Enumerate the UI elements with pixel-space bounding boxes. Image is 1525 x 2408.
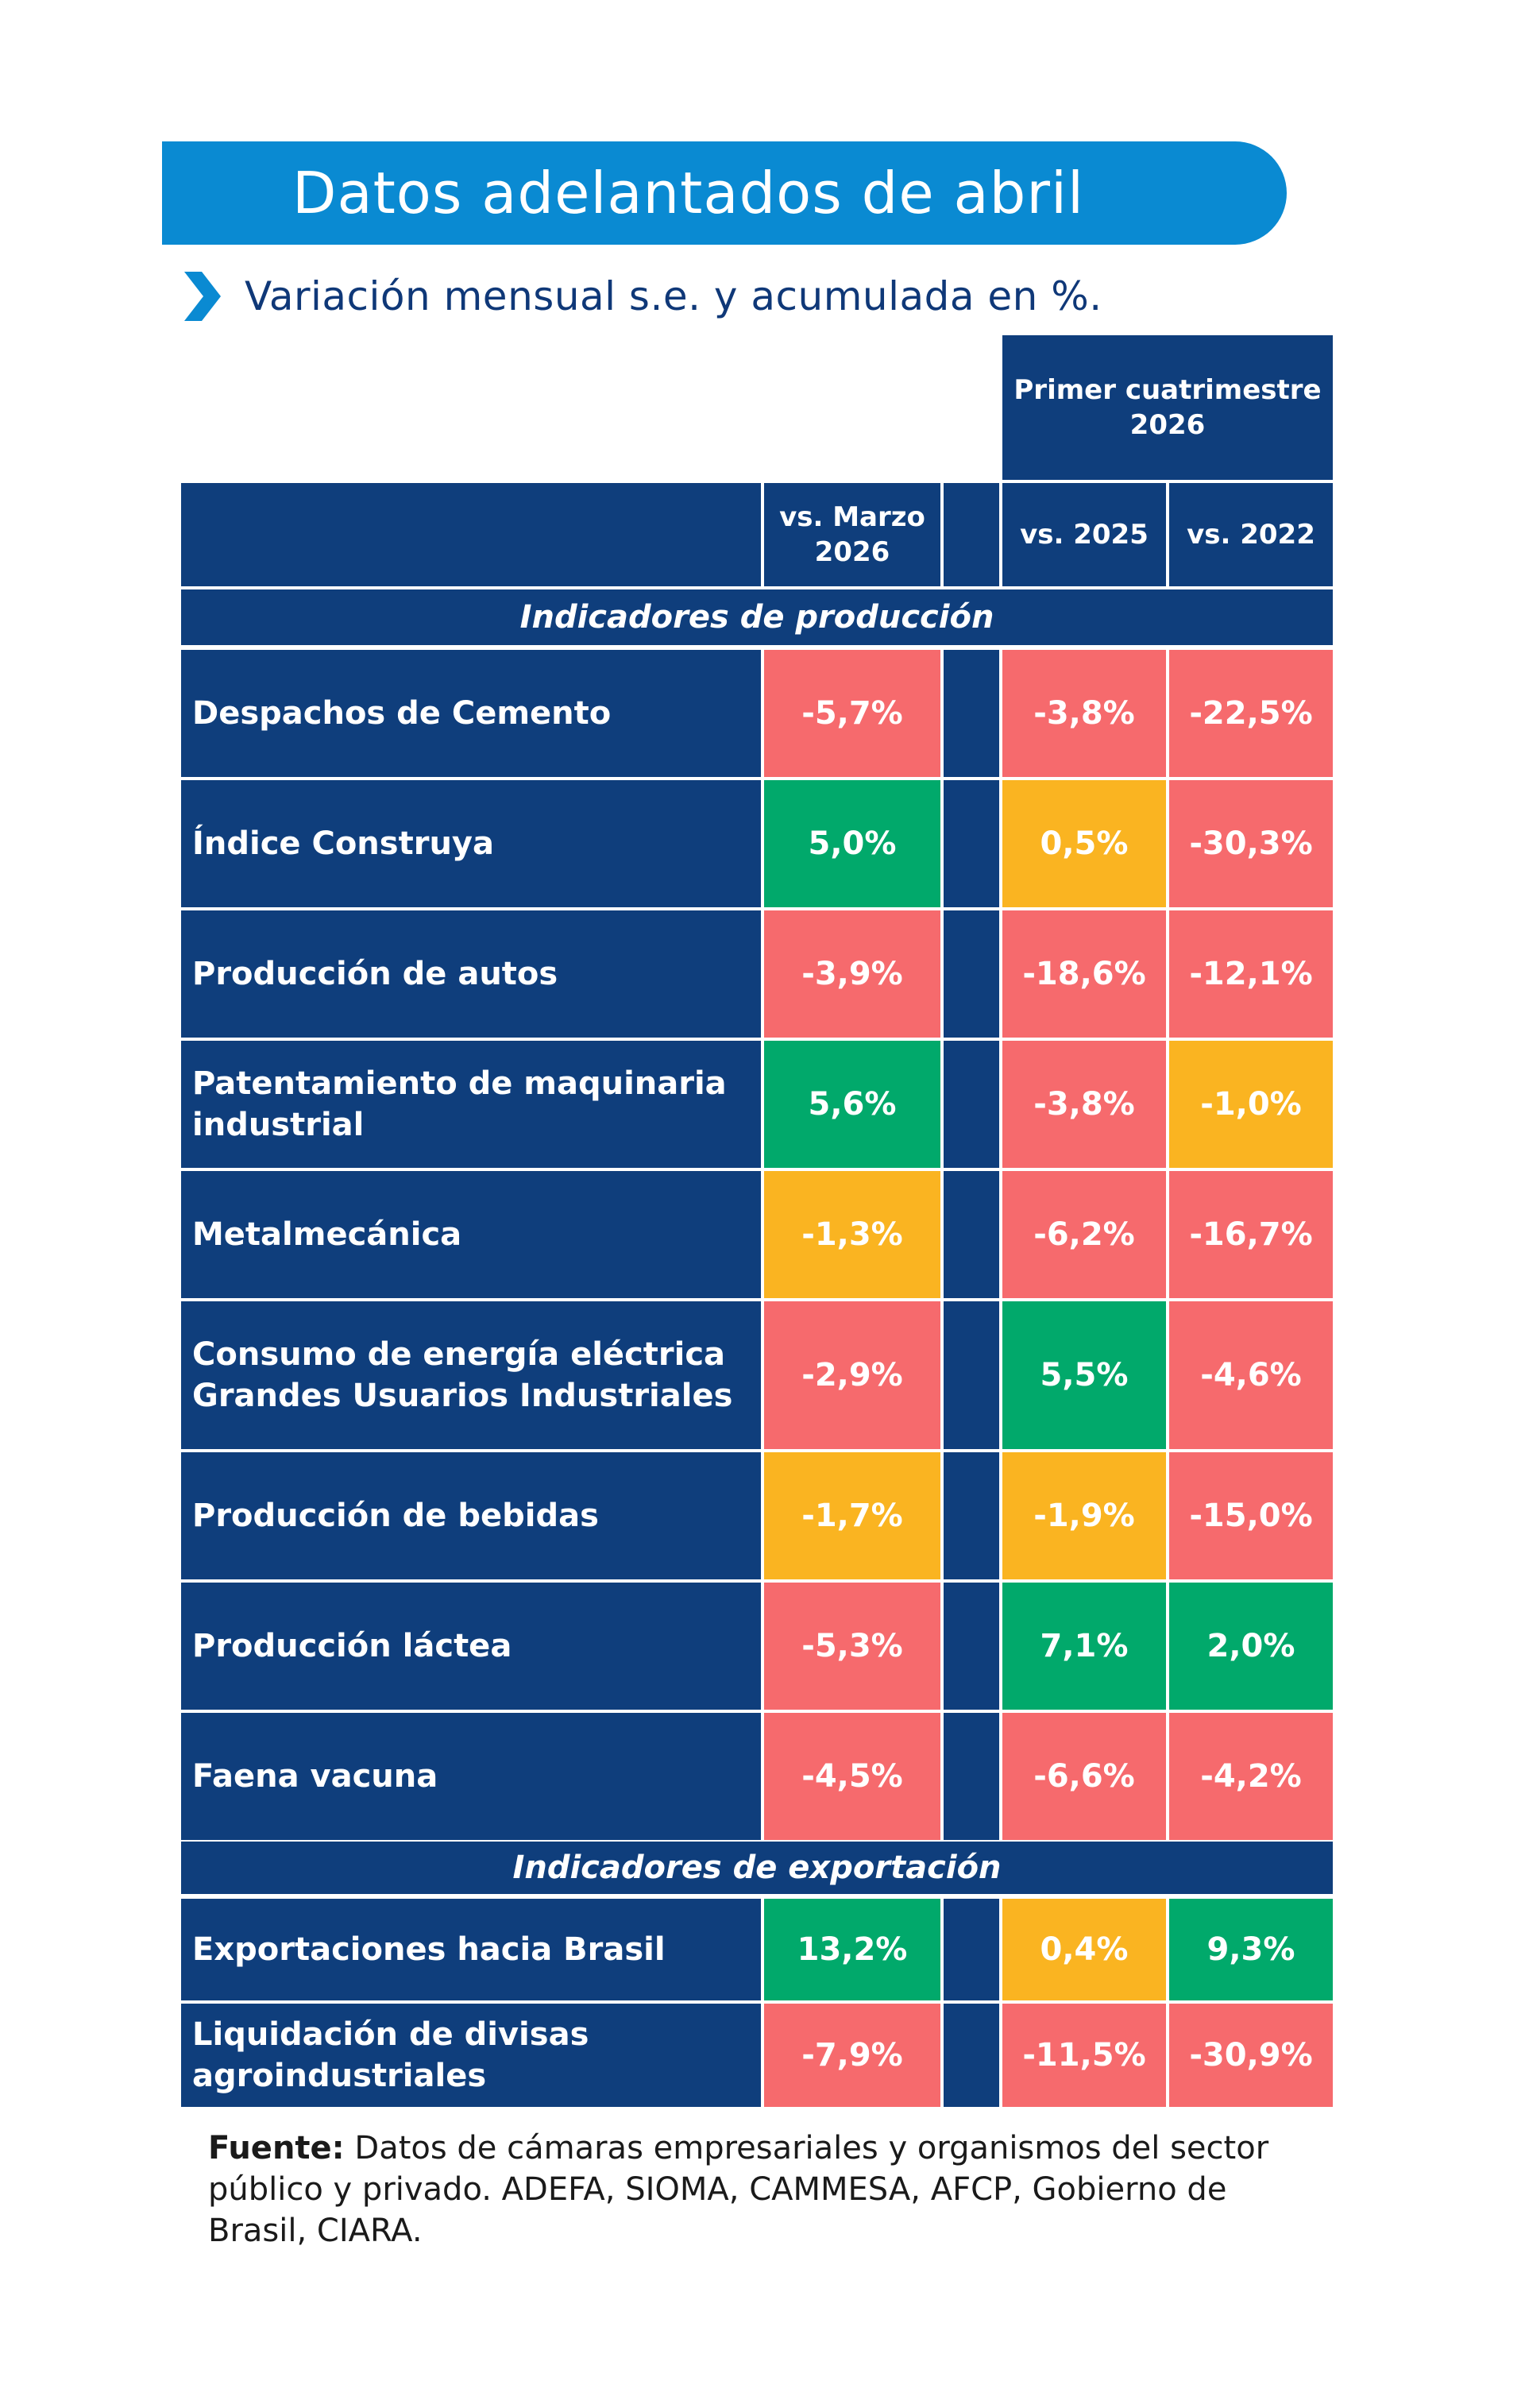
value-cell: -4,6% bbox=[1169, 1301, 1333, 1449]
column-header: vs. 2025 bbox=[1002, 483, 1166, 586]
value-cell: 5,6% bbox=[764, 1041, 940, 1168]
value-cell: -18,6% bbox=[1002, 910, 1166, 1038]
value-cell: -2,9% bbox=[764, 1301, 940, 1449]
chevron-right-icon bbox=[184, 272, 221, 321]
group-header: Primer cuatrimestre 2026 bbox=[1002, 335, 1333, 480]
value-cell: -3,9% bbox=[764, 910, 940, 1038]
subtitle: Variación mensual s.e. y acumulada en %. bbox=[245, 273, 1102, 319]
spacer-cell bbox=[944, 650, 999, 777]
section-header: Indicadores de producción bbox=[181, 589, 1333, 645]
spacer-cell bbox=[944, 780, 999, 907]
source-label: Fuente: bbox=[208, 2130, 345, 2166]
source-text: Datos de cámaras empresariales y organis… bbox=[208, 2130, 1269, 2249]
spacer-cell bbox=[944, 1301, 999, 1449]
value-cell: 5,0% bbox=[764, 780, 940, 907]
value-cell: 9,3% bbox=[1169, 1899, 1333, 2000]
row-label: Faena vacuna bbox=[181, 1713, 761, 1840]
value-cell: -5,7% bbox=[764, 650, 940, 777]
value-cell: 0,5% bbox=[1002, 780, 1166, 907]
value-cell: -16,7% bbox=[1169, 1171, 1333, 1298]
value-cell: -3,8% bbox=[1002, 1041, 1166, 1168]
row-label: Patentamiento de maquinaria industrial bbox=[181, 1041, 761, 1168]
row-label: Producción de autos bbox=[181, 910, 761, 1038]
value-cell: -11,5% bbox=[1002, 2004, 1166, 2107]
value-cell: -30,3% bbox=[1169, 780, 1333, 907]
row-label: Exportaciones hacia Brasil bbox=[181, 1899, 761, 2000]
value-cell: -30,9% bbox=[1169, 2004, 1333, 2107]
section-header: Indicadores de exportación bbox=[181, 1842, 1333, 1894]
spacer-cell bbox=[944, 1171, 999, 1298]
row-label: Metalmecánica bbox=[181, 1171, 761, 1298]
spacer-cell bbox=[944, 1583, 999, 1710]
subtitle-row: Variación mensual s.e. y acumulada en %. bbox=[184, 269, 1102, 324]
value-cell: 7,1% bbox=[1002, 1583, 1166, 1710]
spacer-cell bbox=[944, 1713, 999, 1840]
spacer-cell bbox=[944, 1041, 999, 1168]
value-cell: -22,5% bbox=[1169, 650, 1333, 777]
value-cell: -6,2% bbox=[1002, 1171, 1166, 1298]
title-banner: Datos adelantados de abril bbox=[162, 141, 1287, 245]
spacer-cell bbox=[944, 483, 999, 586]
page-title: Datos adelantados de abril bbox=[292, 160, 1084, 226]
value-cell: 0,4% bbox=[1002, 1899, 1166, 2000]
row-label: Despachos de Cemento bbox=[181, 650, 761, 777]
value-cell: -5,3% bbox=[764, 1583, 940, 1710]
spacer-cell bbox=[944, 1899, 999, 2000]
value-cell: 13,2% bbox=[764, 1899, 940, 2000]
column-header: vs. 2022 bbox=[1169, 483, 1333, 586]
value-cell: -1,9% bbox=[1002, 1452, 1166, 1579]
value-cell: -7,9% bbox=[764, 2004, 940, 2107]
row-label: Índice Construya bbox=[181, 780, 761, 907]
value-cell: -4,5% bbox=[764, 1713, 940, 1840]
row-label: Producción láctea bbox=[181, 1583, 761, 1710]
value-cell: -15,0% bbox=[1169, 1452, 1333, 1579]
row-label: Producción de bebidas bbox=[181, 1452, 761, 1579]
value-cell: -6,6% bbox=[1002, 1713, 1166, 1840]
value-cell: -4,2% bbox=[1169, 1713, 1333, 1840]
spacer-cell bbox=[944, 2004, 999, 2107]
value-cell: 2,0% bbox=[1169, 1583, 1333, 1710]
value-cell: 5,5% bbox=[1002, 1301, 1166, 1449]
value-cell: -3,8% bbox=[1002, 650, 1166, 777]
spacer-cell bbox=[944, 910, 999, 1038]
row-label: Liquidación de divisas agroindustriales bbox=[181, 2004, 761, 2107]
column-header: vs. Marzo 2026 bbox=[764, 483, 940, 586]
value-cell: -1,3% bbox=[764, 1171, 940, 1298]
spacer-cell bbox=[944, 1452, 999, 1579]
source-note: Fuente: Datos de cámaras empresariales y… bbox=[208, 2128, 1272, 2251]
value-cell: -1,0% bbox=[1169, 1041, 1333, 1168]
value-cell: -1,7% bbox=[764, 1452, 940, 1579]
header-blank-cell bbox=[181, 483, 761, 586]
row-label: Consumo de energía eléctrica Grandes Usu… bbox=[181, 1301, 761, 1449]
value-cell: -12,1% bbox=[1169, 910, 1333, 1038]
